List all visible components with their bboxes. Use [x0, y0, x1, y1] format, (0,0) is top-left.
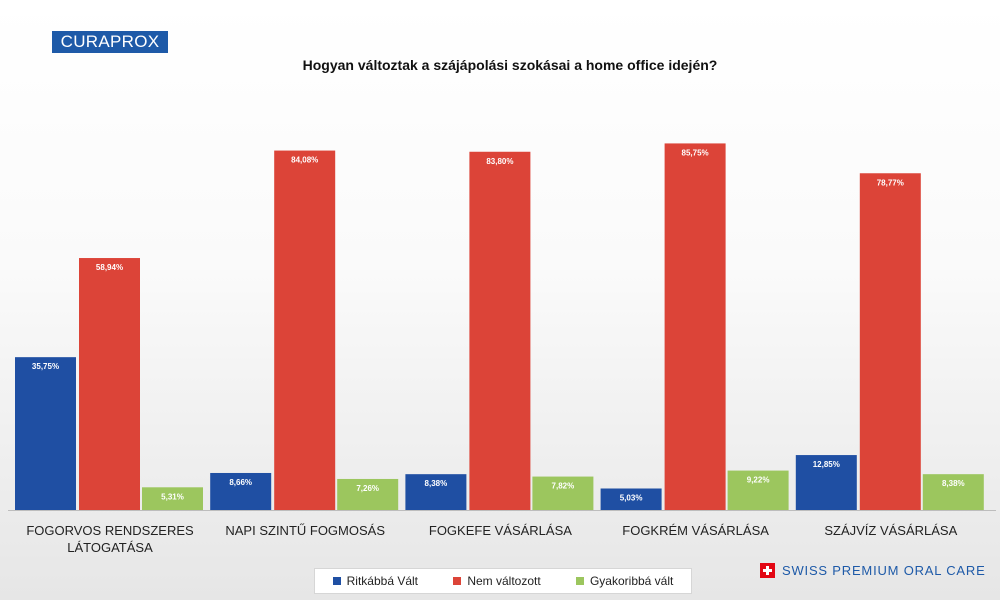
bar-2-5 — [859, 173, 921, 511]
bar-2-4 — [664, 143, 726, 510]
legend-label-gyakoribba: Gyakoribbá vált — [589, 574, 674, 588]
category-label: FOGORVOS RENDSZERES — [26, 523, 194, 538]
legend-swatch-nem-valtozott — [453, 577, 462, 585]
data-label: 9,22% — [747, 476, 770, 485]
footer-tagline: SWISS PREMIUM ORAL CARE — [782, 562, 986, 578]
category-label: FOGKRÉM VÁSÁRLÁSA — [622, 523, 769, 538]
data-label: 58,94% — [96, 263, 123, 272]
legend-item-ritkabba: Ritkábbá Vált — [332, 574, 419, 588]
legend-label-ritkabba: Ritkábbá Vált — [346, 574, 419, 588]
bar-1-3 — [405, 474, 467, 510]
data-label: 8,38% — [425, 479, 448, 488]
bar-1-4 — [600, 488, 662, 510]
category-label: LÁTOGATÁSA — [67, 540, 153, 555]
curaprox-logo: CURAPROX — [52, 31, 168, 53]
bar-2-1 — [79, 258, 140, 510]
data-label: 5,31% — [161, 492, 184, 501]
category-label: FOGKEFE VÁSÁRLÁSA — [429, 523, 572, 538]
data-label: 85,75% — [682, 148, 709, 157]
data-label: 7,26% — [356, 484, 379, 493]
category-label: SZÁJVÍZ VÁSÁRLÁSA — [824, 523, 957, 538]
legend-swatch-ritkabba — [332, 577, 341, 585]
bar-1-2 — [210, 472, 272, 510]
data-label: 8,66% — [229, 478, 252, 487]
legend-item-gyakoribba: Gyakoribbá vált — [575, 574, 674, 588]
bar-2-2 — [274, 150, 336, 511]
category-label: NAPI SZINTŰ FOGMOSÁS — [225, 523, 385, 538]
bar-1-5 — [795, 455, 857, 510]
bar-3-2 — [337, 478, 399, 510]
legend-swatch-gyakoribba — [575, 577, 584, 585]
chart-title: Hogyan változtak a szájápolási szokásai … — [302, 57, 718, 73]
bar-2-3 — [469, 151, 531, 510]
bar-3-4 — [727, 470, 789, 510]
data-label: 78,77% — [877, 178, 904, 187]
data-label: 8,38% — [942, 479, 965, 488]
bar-3-3 — [532, 476, 594, 510]
bar-3-5 — [922, 474, 984, 510]
data-label: 84,08% — [291, 156, 318, 165]
legend-label-nem-valtozott: Nem változott — [467, 574, 541, 588]
data-label: 35,75% — [32, 362, 59, 371]
data-label: 7,82% — [552, 482, 575, 491]
swiss-flag-icon — [760, 562, 775, 578]
bar-3-1 — [142, 487, 203, 510]
chart-legend: Ritkábbá Vált Nem változott Gyakoribbá v… — [314, 568, 692, 594]
footer-brand: SWISS PREMIUM ORAL CARE — [760, 561, 986, 579]
data-label: 83,80% — [486, 157, 513, 166]
legend-item-nem-valtozott: Nem változott — [453, 574, 541, 588]
data-label: 12,85% — [813, 460, 840, 469]
bar-1-1 — [15, 357, 76, 510]
data-label: 5,03% — [620, 493, 643, 502]
